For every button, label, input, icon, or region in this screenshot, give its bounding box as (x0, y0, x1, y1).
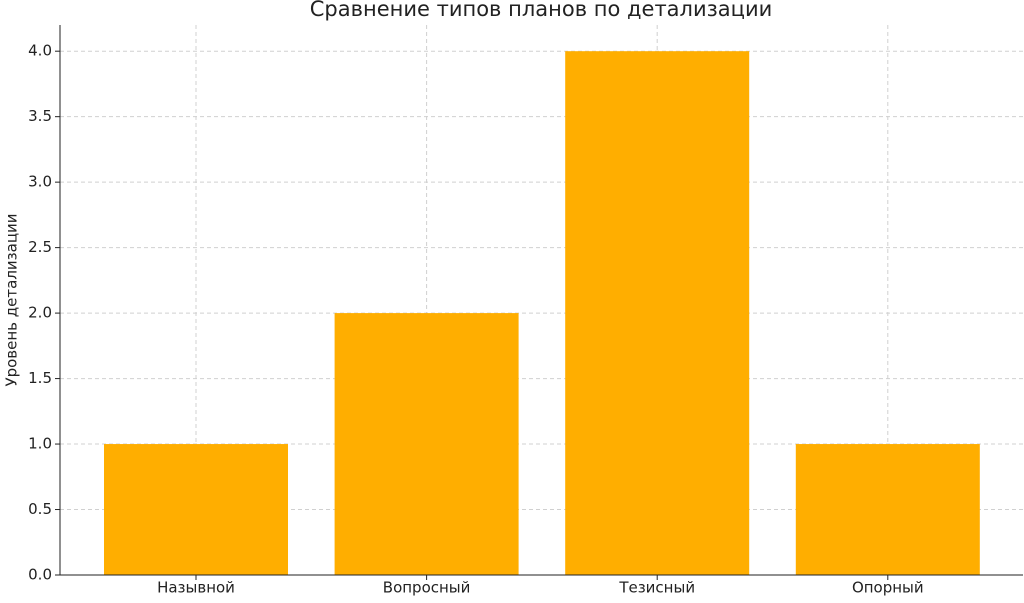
y-tick-label: 3.5 (28, 107, 52, 125)
y-tick-label: 1.5 (28, 369, 52, 387)
chart-title: Сравнение типов планов по детализации (310, 0, 773, 21)
y-tick-label: 0.0 (28, 566, 52, 584)
bar (104, 444, 288, 575)
y-tick-label: 3.0 (28, 173, 52, 191)
y-tick-label: 2.0 (28, 304, 52, 322)
bar (334, 313, 519, 575)
bar (565, 51, 750, 575)
y-tick-label: 0.5 (28, 500, 52, 518)
bar (795, 444, 980, 575)
y-tick-label: 2.5 (28, 238, 52, 256)
y-tick-label: 4.0 (28, 42, 52, 60)
x-tick-label: Назывной (157, 579, 235, 597)
x-tick-label: Опорный (852, 579, 924, 597)
x-tick-label: Вопросный (383, 579, 471, 597)
y-tick-label: 1.0 (28, 435, 52, 453)
y-axis-label: Уровень детализации (3, 213, 21, 386)
x-tick-label: Тезисный (618, 579, 695, 597)
